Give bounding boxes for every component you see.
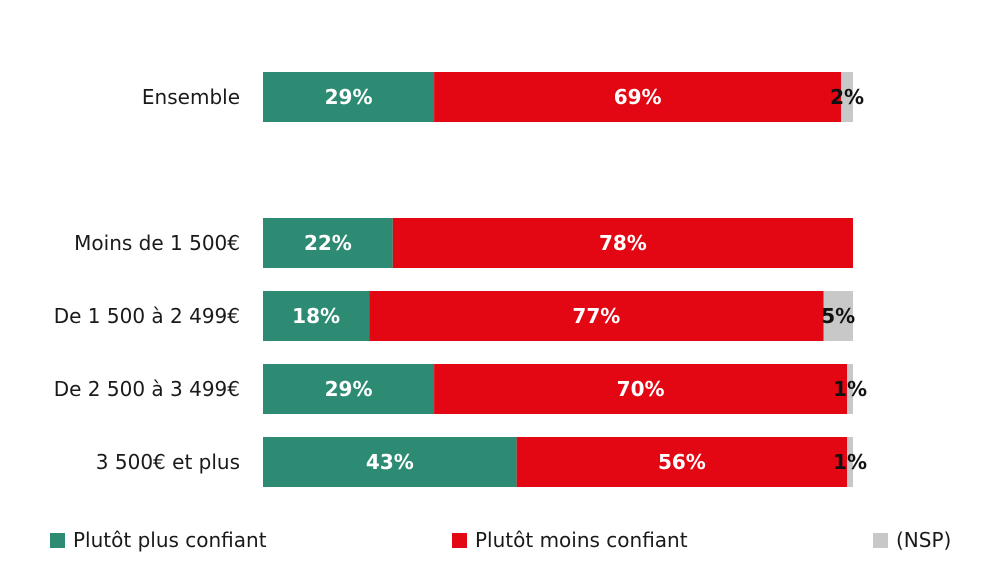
data-label-nsp-3-500-et-plus: 1%	[833, 450, 867, 474]
legend-item-plus-confiant: Plutôt plus confiant	[50, 527, 267, 553]
category-label-moins-de-1-500: Moins de 1 500€	[74, 231, 240, 255]
legend-label-nsp: (NSP)	[896, 528, 952, 552]
bar-segment-plutot-plus-confiant-moins-de-1-500	[263, 218, 393, 268]
data-label-plutot-plus-confiant-ensemble: 29%	[325, 85, 373, 109]
data-label-nsp-ensemble: 2%	[830, 85, 864, 109]
data-label-plutot-moins-confiant-moins-de-1-500: 78%	[599, 231, 647, 255]
bar-segment-nsp-3-500-et-plus	[847, 437, 853, 487]
data-label-nsp-de-2-500-a-3-499: 1%	[833, 377, 867, 401]
bar-segment-plutot-plus-confiant-de-1-500-a-2-499	[263, 291, 370, 341]
data-label-plutot-moins-confiant-de-2-500-a-3-499: 70%	[617, 377, 665, 401]
legend-swatch-nsp	[873, 532, 888, 548]
bar-segment-nsp-de-1-500-a-2-499	[823, 291, 853, 341]
bar-segment-plutot-moins-confiant-moins-de-1-500	[392, 218, 853, 268]
legend-label-plus-confiant: Plutôt plus confiant	[73, 528, 267, 552]
bar-segment-plutot-plus-confiant-3-500-et-plus	[263, 437, 517, 487]
category-label-de-2-500-a-3-499: De 2 500 à 3 499€	[54, 377, 240, 401]
data-label-plutot-moins-confiant-de-1-500-a-2-499: 77%	[572, 304, 620, 328]
data-label-plutot-plus-confiant-moins-de-1-500: 22%	[304, 231, 352, 255]
bar-segment-nsp-ensemble	[841, 72, 853, 122]
data-label-nsp-de-1-500-a-2-499: 5%	[821, 304, 855, 328]
data-label-plutot-plus-confiant-3-500-et-plus: 43%	[366, 450, 414, 474]
bar-segment-plutot-plus-confiant-ensemble	[263, 72, 435, 122]
category-label-3-500-et-plus: 3 500€ et plus	[96, 450, 240, 474]
data-label-plutot-moins-confiant-3-500-et-plus: 56%	[658, 450, 706, 474]
legend-item-moins-confiant: Plutôt moins confiant	[452, 527, 688, 553]
bar-segment-plutot-moins-confiant-de-1-500-a-2-499	[369, 291, 824, 341]
bar-segment-plutot-plus-confiant-de-2-500-a-3-499	[263, 364, 435, 414]
bar-segment-plutot-moins-confiant-de-2-500-a-3-499	[434, 364, 848, 414]
category-label-ensemble: Ensemble	[142, 85, 240, 109]
stacked-bar-chart: Ensemble 29% 69% 2% Moins de 1 500€ 22% 78% De …	[54, 72, 867, 487]
legend-swatch-moins-confiant	[452, 532, 467, 548]
bar-segment-nsp-de-2-500-a-3-499	[847, 364, 853, 414]
bar-segment-plutot-moins-confiant-ensemble	[434, 72, 842, 122]
bar-segment-plutot-moins-confiant-3-500-et-plus	[516, 437, 848, 487]
legend-item-nsp: (NSP)	[873, 527, 951, 553]
category-label-de-1-500-a-2-499: De 1 500 à 2 499€	[54, 304, 240, 328]
legend-swatch-plus-confiant	[50, 532, 65, 548]
data-label-plutot-plus-confiant-de-1-500-a-2-499: 18%	[292, 304, 340, 328]
data-label-plutot-plus-confiant-de-2-500-a-3-499: 29%	[325, 377, 373, 401]
legend-label-moins-confiant: Plutôt moins confiant	[475, 528, 688, 552]
data-label-plutot-moins-confiant-ensemble: 69%	[614, 85, 662, 109]
